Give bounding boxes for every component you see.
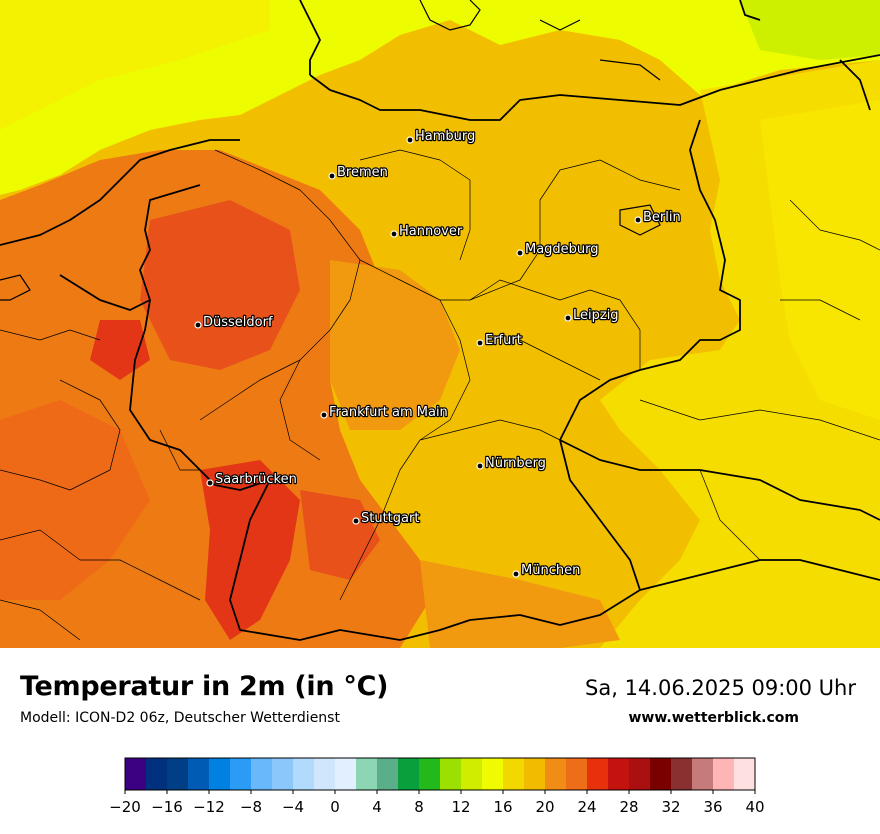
hot-core-rhine [200,460,300,640]
sea-northeast-field [740,0,880,60]
legend-swatch [209,758,231,790]
legend-swatch [251,758,273,790]
legend-swatch [125,758,147,790]
city-leipzig: Leipzig [564,307,620,324]
svg-text:Hannover: Hannover [399,224,463,239]
legend-tick-label: 36 [703,798,722,816]
legend-tick-label: 0 [330,798,340,816]
city-muenchen: München [512,562,582,579]
city-frankfurt: Frankfurt am Main [320,404,449,421]
legend-swatch [188,758,210,790]
svg-text:Hamburg: Hamburg [415,129,475,144]
svg-text:Bremen: Bremen [337,165,388,180]
svg-text:München: München [521,563,580,578]
legend-swatch [230,758,252,790]
svg-text:Nürnberg: Nürnberg [485,456,546,471]
forecast-datetime: Sa, 14.06.2025 09:00 Uhr [585,676,856,700]
country-borders [0,0,880,641]
svg-text:Saarbrücken: Saarbrücken [215,472,297,487]
legend-tick-label: −20 [109,798,141,816]
legend-swatch [440,758,462,790]
legend-swatch [503,758,525,790]
legend-swatch [629,758,651,790]
model-info: Modell: ICON-D2 06z, Deutscher Wetterdie… [20,710,340,726]
sea-northwest-field [0,0,270,130]
legend-frame [124,757,756,791]
legend-tick-label: 16 [493,798,512,816]
city-berlin: Berlin [634,209,682,226]
city-saarbruecken: Saarbrücken [206,471,298,488]
sea-cool-band [0,0,880,195]
temperature-map: Hamburg Bremen Berlin Hannover Magdeburg… [0,0,880,648]
legend-swatch [524,758,546,790]
website-label: www.wetterblick.com [628,710,800,726]
hessen-field [330,260,460,430]
legend-tick-label: 20 [535,798,554,816]
city-bremen: Bremen [328,164,389,181]
legend-swatch [461,758,483,790]
svg-text:Magdeburg: Magdeburg [525,242,599,257]
city-markers: Hamburg Bremen Berlin Hannover Magdeburg… [194,128,682,579]
svg-text:Berlin: Berlin [643,210,681,225]
city-nuernberg: Nürnberg [476,455,547,472]
legend-swatch [566,758,588,790]
legend-swatch [587,758,609,790]
legend-swatch [545,758,567,790]
legend-tick-label: −4 [282,798,304,816]
legend-swatch [272,758,294,790]
legend-swatch [482,758,504,790]
legend-tick-label: −16 [151,798,183,816]
legend-swatch [713,758,735,790]
legend-swatch [398,758,420,790]
legend-swatch [608,758,630,790]
south-warm-field [420,560,620,648]
legend-swatch [692,758,714,790]
legend-swatch [314,758,336,790]
color-legend: −20 −16 −12 −8 −4 0 4 8 12 16 20 24 28 32 36 40 [0,752,880,830]
city-erfurt: Erfurt [476,332,523,349]
legend-swatch [734,758,756,790]
hot-core-nrw [140,200,300,370]
legend-tick-label: 32 [661,798,680,816]
svg-text:Stuttgart: Stuttgart [361,511,419,526]
hot-core-france [0,400,150,600]
legend-tick-label: −8 [240,798,262,816]
legend-swatch [335,758,357,790]
legend-swatches [125,758,756,790]
svg-text:Frankfurt am Main: Frankfurt am Main [329,405,448,420]
city-stuttgart: Stuttgart [352,510,421,527]
legend-swatch [650,758,672,790]
legend-tick-label: 12 [451,798,470,816]
map-title: Temperatur in 2m (in °C) [20,671,389,702]
hot-core-stuttgart [300,490,380,580]
legend-tick-label: 40 [745,798,764,816]
legend-tick-label: 24 [577,798,596,816]
legend-swatch [293,758,315,790]
legend-swatch [146,758,168,790]
legend-ticks: −20 −16 −12 −8 −4 0 4 8 12 16 20 24 28 32 36 40 [109,790,765,816]
legend-swatch [377,758,399,790]
legend-swatch [167,758,189,790]
poland-field [760,100,880,420]
legend-tick-label: 4 [372,798,382,816]
legend-swatch [419,758,441,790]
legend-tick-label: 28 [619,798,638,816]
state-borders [0,149,880,641]
city-magdeburg: Magdeburg [516,241,600,258]
legend-swatch [356,758,378,790]
legend-tick-label: −12 [193,798,225,816]
svg-text:Leipzig: Leipzig [573,308,619,323]
svg-text:Düsseldorf: Düsseldorf [203,315,273,330]
city-duesseldorf: Düsseldorf [194,314,274,331]
legend-tick-label: 8 [414,798,424,816]
legend-swatch [671,758,693,790]
city-hamburg: Hamburg [406,128,476,145]
svg-text:Erfurt: Erfurt [485,333,522,348]
city-hannover: Hannover [390,223,464,240]
coastline [0,0,661,301]
